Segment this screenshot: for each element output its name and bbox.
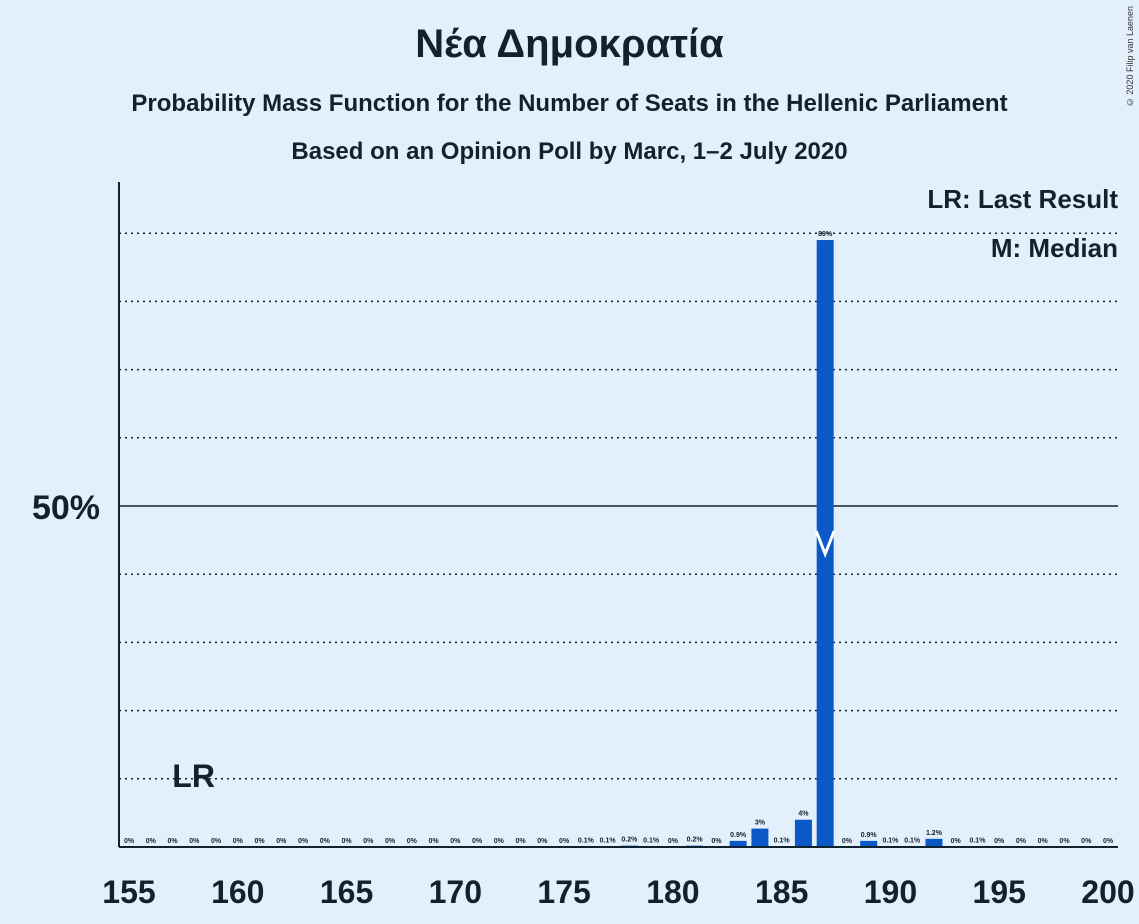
x-tick-180: 180 (646, 874, 699, 910)
bar-label-195: 0% (994, 838, 1005, 845)
bar-label-163: 0% (298, 838, 309, 845)
bar-label-174: 0% (537, 838, 548, 845)
bar-label-183: 0.9% (730, 832, 747, 839)
x-tick-175: 175 (537, 874, 590, 910)
x-tick-160: 160 (211, 874, 264, 910)
y-tick-label: 50% (32, 489, 100, 527)
bar-data-labels: 0% 0% 0% 0% 0% 0% 0% 0% 0% 0% 0% 0% 0% 0% 0% 0% 0% 0% 0% 0%… (124, 231, 1114, 845)
legend-median: M: Median (990, 233, 1118, 263)
bar-label-199: 0% (1081, 838, 1092, 845)
x-tick-170: 170 (429, 874, 482, 910)
x-tick-165: 165 (320, 874, 373, 910)
bar-label-176: 0.1% (578, 837, 595, 844)
bar-label-186: 4% (798, 811, 809, 818)
bar-label-156: 0% (146, 838, 157, 845)
bar-label-178: 0.2% (621, 837, 638, 844)
bar-183 (729, 840, 747, 847)
bar-186 (794, 819, 812, 847)
bar-label-193: 0% (951, 838, 962, 845)
bar-label-164: 0% (320, 838, 331, 845)
bar-label-192: 1.2% (926, 830, 943, 837)
bar-label-162: 0% (276, 838, 287, 845)
bar-label-200: 0% (1103, 838, 1114, 845)
bar-label-173: 0% (516, 838, 527, 845)
bar-label-179: 0.1% (643, 837, 660, 844)
bar-label-155: 0% (124, 838, 135, 845)
bar-label-159: 0% (211, 838, 222, 845)
bar-label-196: 0% (1016, 838, 1027, 845)
bars (577, 240, 986, 847)
bar-label-158: 0% (189, 838, 200, 845)
bar-label-189: 0.9% (861, 832, 878, 839)
bar-label-167: 0% (385, 838, 396, 845)
bar-label-197: 0% (1038, 838, 1049, 845)
chart-subtitle: Probability Mass Function for the Number… (131, 90, 1008, 117)
bar-label-171: 0% (472, 838, 483, 845)
bar-label-191: 0.1% (904, 837, 921, 844)
bar-label-172: 0% (494, 838, 505, 845)
bar-label-187: 89% (818, 231, 833, 238)
bar-label-180: 0% (668, 838, 679, 845)
x-tick-185: 185 (755, 874, 808, 910)
gridlines (119, 232, 1118, 780)
bar-187 (816, 240, 834, 847)
bar-label-170: 0% (450, 838, 461, 845)
bar-label-181: 0.2% (687, 837, 704, 844)
bar-label-177: 0.1% (600, 837, 617, 844)
last-result-label: LR (172, 758, 215, 794)
bar-label-168: 0% (407, 838, 418, 845)
legend-last-result: LR: Last Result (927, 184, 1118, 214)
median-marker (814, 530, 836, 559)
bar-184 (751, 828, 769, 847)
bar-label-165: 0% (341, 838, 352, 845)
bar-189 (860, 840, 878, 847)
bar-label-169: 0% (429, 838, 440, 845)
bar-label-157: 0% (167, 838, 178, 845)
x-tick-200: 200 (1081, 874, 1134, 910)
x-tick-195: 195 (973, 874, 1026, 910)
axes: 50% (32, 182, 1118, 848)
bar-label-184: 3% (755, 820, 766, 827)
bar-label-161: 0% (254, 838, 265, 845)
bar-192 (925, 838, 943, 847)
bar-label-185: 0.1% (774, 837, 791, 844)
bar-label-175: 0% (559, 838, 570, 845)
x-tick-190: 190 (864, 874, 917, 910)
bar-label-182: 0% (711, 838, 722, 845)
x-tick-labels: 155 160 165 170 175 180 185 190 195 200 (102, 874, 1134, 910)
bar-label-198: 0% (1059, 838, 1070, 845)
chart-title: Νέα Δημοκρατία (415, 22, 724, 66)
bar-label-160: 0% (233, 838, 244, 845)
bar-label-190: 0.1% (882, 837, 899, 844)
bar-label-194: 0.1% (969, 837, 986, 844)
bar-label-166: 0% (363, 838, 374, 845)
chart-subtitle-poll: Based on an Opinion Poll by Marc, 1–2 Ju… (291, 138, 848, 165)
bar-label-188: 0% (842, 838, 853, 845)
x-tick-155: 155 (102, 874, 155, 910)
